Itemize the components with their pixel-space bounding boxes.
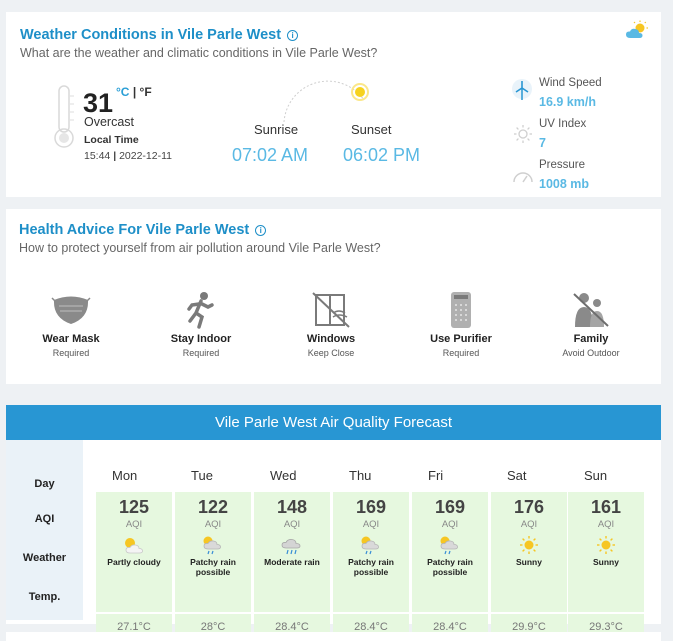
- weather-condition: Moderate rain: [264, 557, 320, 567]
- sunset-time: 06:02 PM: [343, 145, 421, 165]
- sun-outline-icon: [514, 125, 532, 143]
- cloud-sun-icon: [626, 20, 648, 38]
- aqi-box: 148 AQI Moderate rain: [254, 492, 330, 612]
- sunny-icon: [520, 536, 538, 554]
- sunrise-time: 07:02 AM: [232, 145, 309, 165]
- aqi-box: 122 AQI Patchy rain possible: [175, 492, 251, 612]
- current-temperature: 31: [83, 88, 114, 118]
- forecast-day-sat: Sat 176 AQI Sunny 29.9°C: [491, 462, 567, 640]
- aqi-value: 122: [197, 497, 229, 517]
- advice-family: Family Avoid Outdoor: [536, 290, 646, 358]
- aqi-box: 169 AQI Patchy rain possible: [412, 492, 488, 612]
- day-name: Fri: [428, 468, 444, 483]
- health-advice-card: [6, 209, 661, 384]
- forecast-day-wed: Wed 148 AQI Moderate rain 28.4°C: [254, 462, 330, 640]
- weather-condition: Partly cloudy: [107, 557, 161, 567]
- weather-card: [6, 12, 661, 197]
- unit-toggle[interactable]: °C | °F: [116, 85, 152, 99]
- pressure-label: Pressure: [539, 159, 586, 171]
- uv-index-value: 7: [539, 136, 546, 150]
- day-name: Wed: [270, 468, 297, 483]
- aqi-value: 125: [118, 497, 150, 517]
- aqi-box: 161 AQI Sunny: [568, 492, 644, 612]
- row-label-weather: Weather: [22, 552, 67, 564]
- sun-arc: [283, 80, 369, 123]
- forecast-day-mon: Mon 125 AQI Partly cloudy 27.1°C: [96, 462, 172, 640]
- row-label-aqi: AQI: [34, 513, 55, 525]
- advice-use-purifier: Use Purifier Required: [406, 290, 516, 358]
- day-name: Tue: [191, 468, 213, 483]
- pressure-value: 1008 mb: [539, 177, 590, 191]
- row-label-day: Day: [34, 478, 55, 490]
- forecast-day-tue: Tue 122 AQI Patchy rain possible 28°C: [175, 462, 251, 640]
- aqi-value: 169: [355, 497, 387, 517]
- patchy-rain-icon: [361, 536, 379, 555]
- day-name: Mon: [112, 468, 138, 483]
- moderate-rain-icon: [281, 539, 301, 555]
- forecast-title: Vile Parle West Air Quality Forecast: [6, 405, 661, 440]
- info-icon[interactable]: i: [255, 225, 267, 236]
- sunrise-label: Sunrise: [254, 122, 299, 137]
- aqi-value: 176: [513, 497, 545, 517]
- patchy-rain-icon: [203, 536, 221, 555]
- day-name: Thu: [349, 468, 372, 483]
- wind-turbine-icon: [512, 79, 532, 100]
- weather-title: Weather Conditions in Vile Parle West i: [20, 27, 299, 43]
- weather-condition: Patchy rain possible: [427, 557, 473, 577]
- forecast-day-sun: Sun 161 AQI Sunny 29.3°C: [568, 462, 644, 640]
- weather-subtitle: What are the weather and climatic condit…: [20, 46, 378, 60]
- aqi-box: 169 AQI Patchy rain possible: [333, 492, 409, 612]
- advice-windows: Windows Keep Close: [276, 290, 386, 358]
- health-title: Health Advice For Vile Parle West i: [19, 222, 267, 238]
- uv-index-label: UV Index: [539, 118, 587, 130]
- forecast-day-thu: Thu 169 AQI Patchy rain possible 28.4°C: [333, 462, 409, 640]
- sunny-icon: [597, 536, 615, 554]
- advice-wear-mask: Wear Mask Required: [16, 290, 126, 358]
- forecast-day-fri: Fri 169 AQI Patchy rain possible 28.4°C: [412, 462, 488, 640]
- patchy-rain-icon: [440, 536, 458, 555]
- thermometer-icon: [54, 85, 74, 148]
- mask-icon: [51, 296, 91, 324]
- weather-condition: Overcast: [84, 115, 135, 129]
- info-icon[interactable]: i: [287, 30, 299, 41]
- forecast-row-labels: Day AQI Weather Temp.: [6, 440, 83, 620]
- running-person-icon: [187, 292, 214, 329]
- aqi-value: 169: [434, 497, 466, 517]
- gauge-icon: [513, 172, 533, 183]
- local-datetime: 15:44 | 2022-12-11: [84, 150, 173, 162]
- advice-stay-indoor: Stay Indoor Required: [146, 290, 256, 358]
- family-icon: [573, 293, 609, 327]
- weather-condition: Sunny: [593, 557, 619, 567]
- aqi-value: 161: [590, 497, 622, 517]
- unit-fahrenheit[interactable]: °F: [139, 85, 152, 99]
- weather-condition: Sunny: [516, 557, 542, 567]
- aqi-value: 148: [276, 497, 308, 517]
- health-subtitle: How to protect yourself from air polluti…: [19, 241, 381, 255]
- sun-icon: [351, 83, 369, 101]
- wind-speed-value: 16.9 km/h: [539, 95, 596, 109]
- unit-celsius[interactable]: °C: [116, 85, 130, 99]
- aqi-box: 176 AQI Sunny: [491, 492, 567, 612]
- next-card-edge: [6, 632, 661, 641]
- window-icon: [312, 292, 350, 328]
- aqi-box: 125 AQI Partly cloudy: [96, 492, 172, 612]
- wind-speed-label: Wind Speed: [539, 77, 602, 89]
- day-name: Sat: [507, 468, 527, 483]
- purifier-icon: [451, 292, 471, 328]
- weather-condition: Patchy rain possible: [190, 557, 236, 577]
- partly-cloudy-icon: [125, 538, 143, 554]
- sunset-label: Sunset: [351, 122, 392, 137]
- day-name: Sun: [584, 468, 608, 483]
- weather-condition: Patchy rain possible: [348, 557, 394, 577]
- local-time-label: Local Time: [84, 134, 139, 146]
- row-label-temp: Temp.: [28, 591, 61, 603]
